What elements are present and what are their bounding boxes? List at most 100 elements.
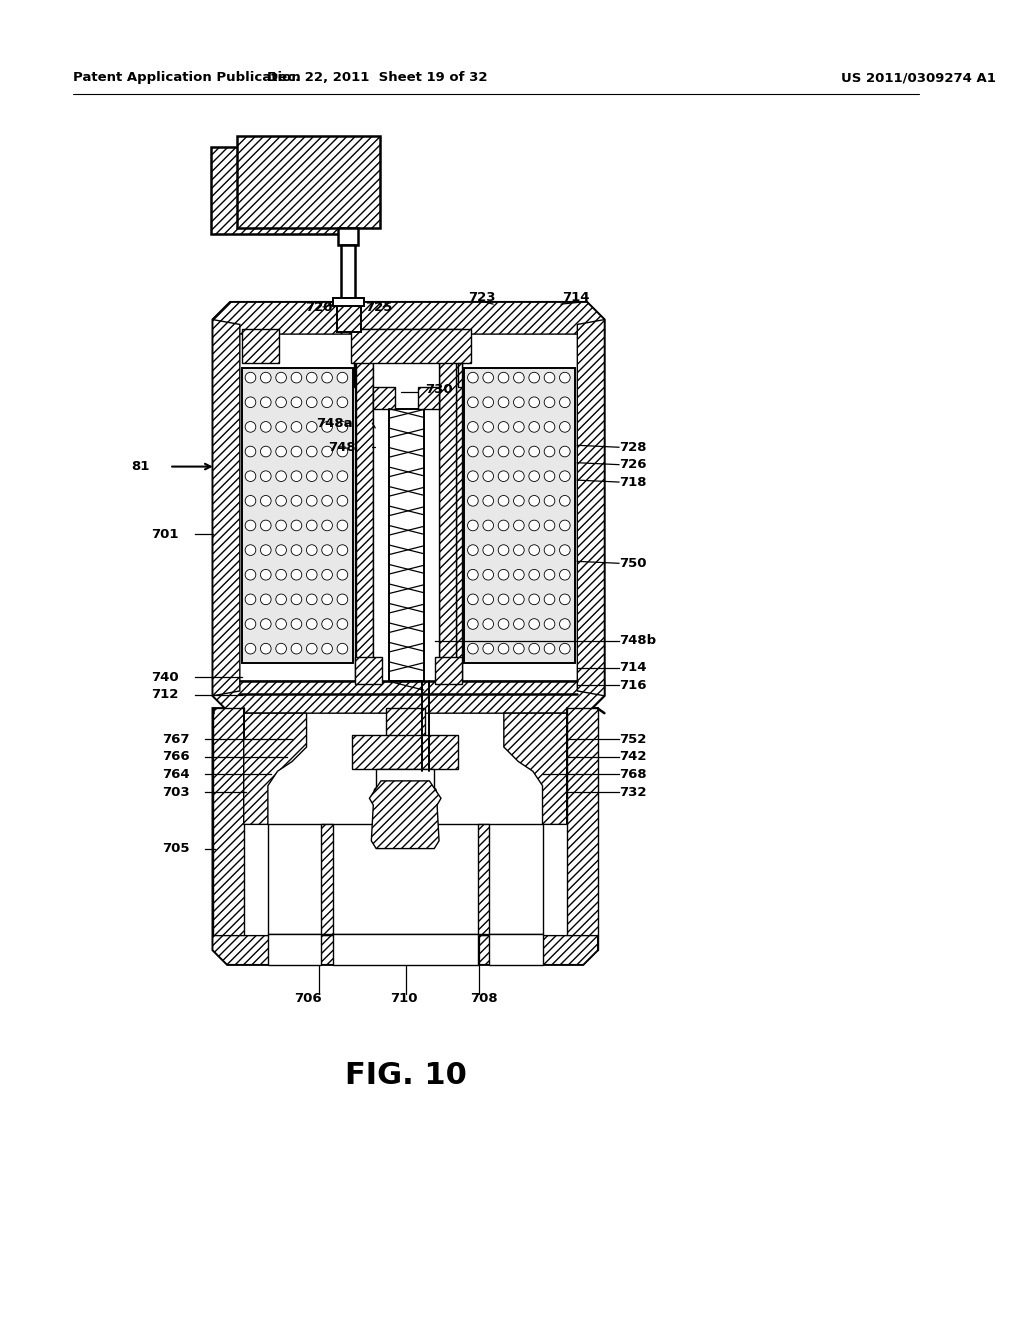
Polygon shape — [213, 681, 604, 713]
Circle shape — [499, 643, 509, 653]
Circle shape — [322, 495, 333, 506]
Circle shape — [245, 594, 256, 605]
Circle shape — [499, 495, 509, 506]
Circle shape — [337, 372, 348, 383]
Circle shape — [559, 495, 570, 506]
Circle shape — [337, 569, 348, 579]
Circle shape — [514, 495, 524, 506]
Bar — [435, 657, 462, 684]
Circle shape — [559, 397, 570, 408]
Circle shape — [514, 446, 524, 457]
Circle shape — [544, 545, 555, 556]
Circle shape — [275, 594, 287, 605]
Text: 768: 768 — [618, 768, 646, 780]
Circle shape — [275, 520, 287, 531]
Bar — [489, 933, 543, 965]
Polygon shape — [213, 319, 240, 696]
Circle shape — [559, 594, 570, 605]
Text: 748b: 748b — [618, 634, 656, 647]
Circle shape — [260, 643, 271, 653]
Circle shape — [337, 446, 348, 457]
Text: 764: 764 — [162, 768, 189, 780]
Circle shape — [337, 619, 348, 630]
Circle shape — [291, 471, 302, 482]
Bar — [459, 363, 462, 387]
Circle shape — [322, 446, 333, 457]
Circle shape — [260, 520, 271, 531]
Bar — [439, 329, 457, 681]
Circle shape — [544, 471, 555, 482]
Circle shape — [322, 569, 333, 579]
Circle shape — [275, 397, 287, 408]
Circle shape — [306, 421, 317, 432]
Polygon shape — [213, 936, 598, 965]
Circle shape — [322, 471, 333, 482]
Bar — [268, 933, 322, 965]
Text: 742: 742 — [618, 750, 646, 763]
Text: 714: 714 — [561, 290, 589, 304]
Bar — [351, 329, 471, 363]
Circle shape — [528, 520, 540, 531]
Circle shape — [483, 594, 494, 605]
Circle shape — [306, 471, 317, 482]
Circle shape — [468, 446, 478, 457]
Text: 706: 706 — [294, 991, 322, 1005]
Circle shape — [514, 372, 524, 383]
Bar — [356, 329, 374, 681]
Circle shape — [260, 569, 271, 579]
Polygon shape — [213, 302, 604, 713]
Circle shape — [245, 520, 256, 531]
Bar — [352, 735, 459, 770]
Circle shape — [559, 569, 570, 579]
Text: 718: 718 — [618, 475, 646, 488]
Text: 712: 712 — [152, 688, 179, 701]
Circle shape — [291, 372, 302, 383]
Circle shape — [483, 643, 494, 653]
Text: 740: 740 — [152, 671, 179, 684]
Circle shape — [260, 421, 271, 432]
Circle shape — [499, 372, 509, 383]
Text: 766: 766 — [162, 750, 189, 763]
Circle shape — [514, 545, 524, 556]
Circle shape — [528, 545, 540, 556]
Circle shape — [544, 372, 555, 383]
Text: 710: 710 — [390, 991, 418, 1005]
Circle shape — [275, 643, 287, 653]
Circle shape — [559, 619, 570, 630]
Circle shape — [306, 520, 317, 531]
Circle shape — [528, 397, 540, 408]
Bar — [374, 387, 394, 409]
Circle shape — [544, 594, 555, 605]
Circle shape — [468, 397, 478, 408]
Circle shape — [306, 594, 317, 605]
Text: 723: 723 — [468, 290, 496, 304]
Circle shape — [306, 619, 317, 630]
Circle shape — [260, 545, 271, 556]
Circle shape — [322, 619, 333, 630]
Circle shape — [260, 619, 271, 630]
Circle shape — [559, 471, 570, 482]
Bar — [339, 228, 357, 246]
Text: 730: 730 — [426, 383, 454, 396]
Text: 705: 705 — [162, 842, 189, 855]
Circle shape — [291, 594, 302, 605]
Circle shape — [528, 594, 540, 605]
Bar — [333, 298, 364, 306]
Text: Patent Application Publication: Patent Application Publication — [73, 71, 300, 84]
Circle shape — [468, 594, 478, 605]
Circle shape — [306, 643, 317, 653]
Circle shape — [514, 421, 524, 432]
Bar — [341, 246, 355, 298]
Circle shape — [544, 446, 555, 457]
Circle shape — [291, 495, 302, 506]
Circle shape — [528, 495, 540, 506]
Circle shape — [468, 643, 478, 653]
Text: 716: 716 — [618, 678, 646, 692]
Circle shape — [514, 619, 524, 630]
Bar — [464, 368, 575, 663]
Polygon shape — [244, 713, 306, 825]
Circle shape — [544, 520, 555, 531]
Bar — [242, 368, 353, 663]
Polygon shape — [213, 709, 244, 950]
Circle shape — [275, 471, 287, 482]
